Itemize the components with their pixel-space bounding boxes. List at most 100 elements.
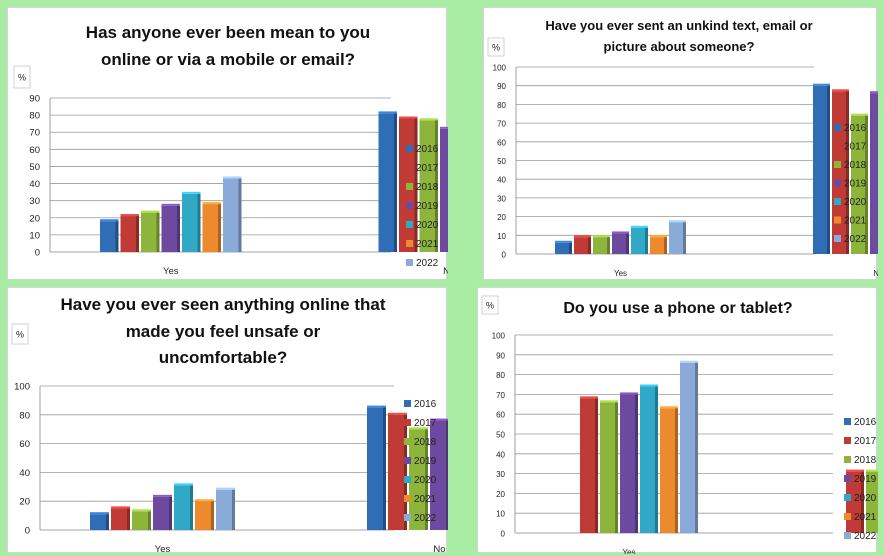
bar-no-2017 <box>832 91 849 254</box>
y-tick-label: 0 <box>501 530 506 539</box>
bar-shade <box>655 386 658 533</box>
y-tick-label: 20 <box>496 490 505 499</box>
bar-top <box>153 494 172 497</box>
legend-swatch-2016 <box>844 418 851 425</box>
bar-top <box>600 400 618 403</box>
bar-yes-2021 <box>660 408 678 533</box>
bar-shade <box>675 408 678 533</box>
bar-shade <box>846 91 849 254</box>
y-tick-label: 80 <box>496 371 505 380</box>
bar-yes-2020 <box>182 193 201 252</box>
bar-top <box>593 235 610 238</box>
bar-top <box>223 176 242 179</box>
bar-top <box>174 483 193 486</box>
bar-no-2016 <box>367 407 386 530</box>
legend-label: 2020 <box>416 220 439 231</box>
legend-label: 2021 <box>854 512 877 523</box>
bar-shade <box>232 489 235 530</box>
bar-yes-2018 <box>593 237 610 254</box>
legend-swatch-2019 <box>834 179 841 187</box>
legend-label: 2021 <box>414 494 437 505</box>
y-tick-label: 50 <box>497 157 506 166</box>
bar-shade <box>664 237 667 254</box>
chart-panel-phone-tablet: Do you use a phone or tablet?% 0 10 20 30 40 5… <box>477 287 878 554</box>
legend-swatch-2021 <box>406 240 413 247</box>
bar-top <box>100 219 119 222</box>
legend-label: 2017 <box>416 163 439 174</box>
y-tick-label: 20 <box>497 213 506 222</box>
y-tick-label: 40 <box>29 179 40 190</box>
bar-shade <box>861 471 864 533</box>
y-tick-label: 20 <box>19 497 30 508</box>
bar-top <box>216 487 235 490</box>
bar-yes-2016 <box>90 514 109 530</box>
chart-panel-unkind-text: Have you ever sent an unkind text, email… <box>483 7 878 280</box>
legend-label: 2019 <box>416 201 439 212</box>
bar-no-2016 <box>813 85 830 254</box>
bar-top <box>399 116 418 119</box>
bar-top <box>419 118 438 121</box>
chart-title-line: uncomfortable? <box>159 348 287 367</box>
legend-swatch-2022 <box>406 259 413 266</box>
y-tick-label: 40 <box>497 176 506 185</box>
legend-swatch-2016 <box>404 400 411 407</box>
y-axis-label: % <box>16 330 24 340</box>
bar-top <box>580 396 598 399</box>
legend-label: 2017 <box>414 418 437 429</box>
chart-title-line: Have you ever sent an unkind text, email… <box>545 18 812 33</box>
bar-shade <box>615 402 618 533</box>
y-tick-label: 70 <box>496 391 505 400</box>
y-tick-label: 0 <box>502 251 507 260</box>
bar-top <box>866 469 878 472</box>
bar-top <box>620 392 638 395</box>
legend-label: 2016 <box>854 417 877 428</box>
bar-shade <box>136 216 139 252</box>
chart-panel-mean-online: Has anyone ever been mean to you online o… <box>7 7 448 280</box>
legend-label: 2021 <box>844 216 867 227</box>
bar-top <box>367 405 386 408</box>
chart-title-line: made you feel unsafe or <box>126 322 321 341</box>
bar-top <box>182 191 201 194</box>
bar-top <box>870 91 878 94</box>
bar-top <box>574 235 591 238</box>
bar-shade <box>211 501 214 530</box>
y-tick-label: 30 <box>29 196 40 207</box>
y-tick-label: 70 <box>29 128 40 139</box>
legend-label: 2019 <box>854 474 877 485</box>
bar-shade <box>683 222 686 254</box>
y-tick-label: 60 <box>497 138 506 147</box>
y-tick-label: 40 <box>19 468 30 479</box>
bar-top <box>409 427 428 430</box>
bar-top <box>195 499 214 502</box>
bar-top <box>813 83 830 86</box>
legend-label: 2016 <box>844 123 867 134</box>
x-tick-label: No <box>873 269 878 278</box>
bar-top <box>669 220 686 223</box>
bar-shade <box>394 113 397 253</box>
legend-swatch-2020 <box>404 476 411 483</box>
bar-top <box>680 360 698 363</box>
bar-no-2018 <box>419 120 438 252</box>
bar-yes-2017 <box>120 216 139 252</box>
legend-label: 2020 <box>414 475 437 486</box>
bar-shade <box>635 394 638 533</box>
bar-top <box>851 113 868 116</box>
bar-yes-2022 <box>223 178 242 252</box>
bar-no-2019 <box>870 93 878 255</box>
y-tick-label: 20 <box>29 213 40 224</box>
bar-top <box>111 506 130 509</box>
bar-shade <box>177 205 180 252</box>
x-tick-label: Yes <box>155 544 171 554</box>
legend-swatch-2016 <box>834 124 841 131</box>
y-tick-label: 0 <box>35 248 40 259</box>
y-tick-label: 100 <box>493 64 507 73</box>
bar-shade <box>106 514 109 530</box>
legend-label: 2018 <box>844 160 867 171</box>
bar-no-2019 <box>440 128 448 252</box>
chart-title-line: Have you ever seen anything online that <box>61 295 386 314</box>
y-tick-label: 0 <box>25 526 30 537</box>
bar-top <box>440 126 448 129</box>
chart-mean-online: Has anyone ever been mean to you online o… <box>13 23 448 277</box>
y-axis-label: % <box>18 73 26 83</box>
legend-label: 2019 <box>844 179 867 190</box>
